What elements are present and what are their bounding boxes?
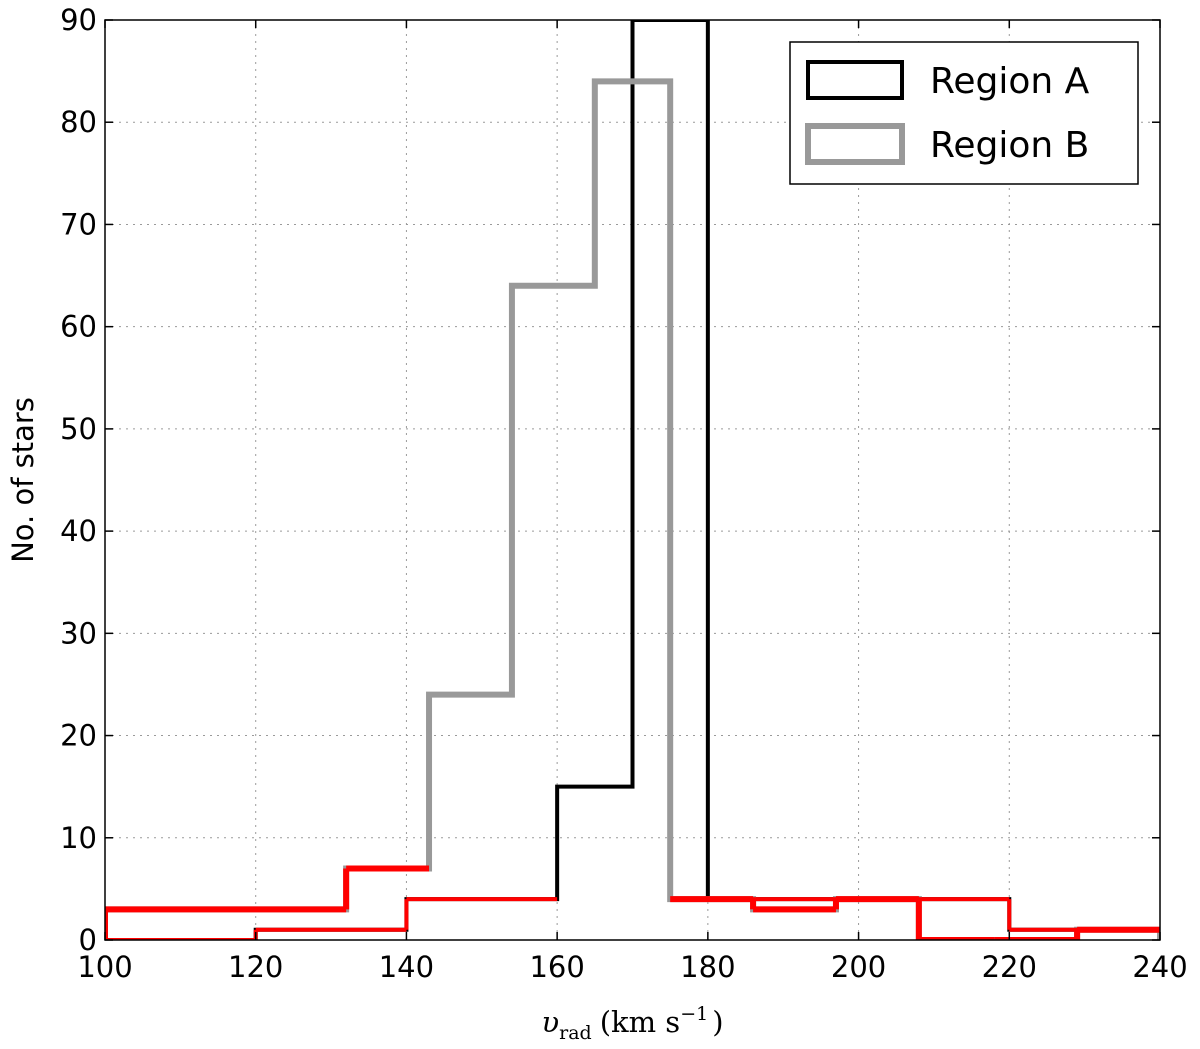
legend: Region A Region B [789, 41, 1139, 185]
x-tick-label: 200 [831, 950, 886, 984]
y-axis-label: No. of stars [6, 397, 40, 563]
tick-marks [104, 19, 1161, 941]
y-tick-label: 30 [60, 616, 97, 650]
x-axis-label: υrad (km s−1) [541, 1003, 723, 1044]
region-a-legend-swatch [806, 60, 904, 100]
y-tick-label: 50 [60, 412, 97, 446]
y-tick-label: 10 [60, 821, 97, 855]
region-b-legend-swatch [805, 123, 905, 165]
region-b-legend-label: Region B [930, 125, 1089, 166]
x-tick-labels: 100 120 140 160 180 200 220 240 [77, 950, 1187, 984]
x-tick-label: 220 [982, 950, 1037, 984]
x-tick-label: 180 [680, 950, 735, 984]
region-a-legend-label: Region A [930, 61, 1090, 102]
x-axis-label-subscript: rad [559, 1022, 592, 1044]
x-tick-label: 120 [228, 950, 283, 984]
x-axis-label-symbol: υ [541, 1005, 559, 1039]
y-tick-label: 90 [60, 3, 97, 37]
x-tick-label: 140 [379, 950, 434, 984]
x-tick-label: 100 [77, 950, 132, 984]
y-tick-label: 20 [60, 719, 97, 753]
x-axis-label-exponent: −1 [680, 1003, 708, 1025]
y-tick-label: 80 [60, 105, 97, 139]
y-tick-labels: 0 10 20 30 40 50 60 70 80 90 [60, 3, 97, 957]
x-axis-label-close: ) [712, 1005, 723, 1039]
y-tick-label: 60 [60, 310, 97, 344]
series-layer [105, 20, 1160, 940]
x-axis-label-units: (km s [600, 1005, 681, 1039]
y-tick-label: 70 [60, 207, 97, 241]
y-tick-label: 0 [79, 923, 97, 957]
x-tick-label: 160 [529, 950, 584, 984]
y-tick-label: 40 [60, 514, 97, 548]
plot-frame [104, 19, 1161, 941]
x-tick-label: 240 [1132, 950, 1187, 984]
